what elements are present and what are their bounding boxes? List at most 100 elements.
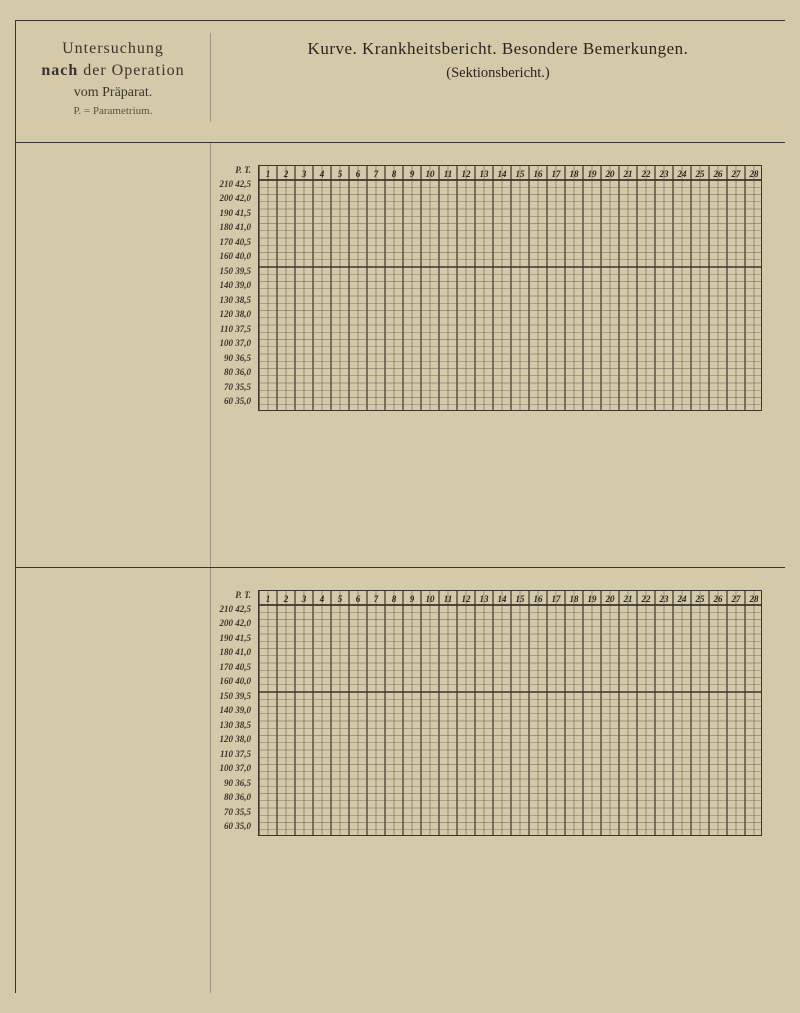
svg-text:1: 1 xyxy=(266,594,271,604)
svg-text:11: 11 xyxy=(444,169,453,179)
svg-text:12: 12 xyxy=(462,594,472,604)
title-line1: Untersuchung xyxy=(62,40,164,57)
chart-container-1: 1234567891011121314151617181920212223242… xyxy=(258,165,775,411)
svg-text:19: 19 xyxy=(588,594,598,604)
y-axis-row: 210 42,5 xyxy=(213,177,255,192)
svg-text:24: 24 xyxy=(677,594,688,604)
y-axis-row: 180 41,0 xyxy=(213,645,255,660)
svg-text:8: 8 xyxy=(392,594,397,604)
y-axis-row: 150 39,5 xyxy=(213,689,255,704)
svg-text:26: 26 xyxy=(713,594,724,604)
svg-text:3: 3 xyxy=(301,594,307,604)
svg-text:15: 15 xyxy=(516,169,526,179)
y-axis-header: P. T. xyxy=(213,163,255,177)
y-axis-row: 70 35,5 xyxy=(213,805,255,820)
chart-container-2: 1234567891011121314151617181920212223242… xyxy=(258,590,775,836)
header-section: Untersuchung nach der Operation vom Präp… xyxy=(16,33,785,143)
svg-text:16: 16 xyxy=(534,169,544,179)
svg-text:25: 25 xyxy=(695,169,706,179)
svg-text:21: 21 xyxy=(623,169,633,179)
y-axis-row: 60 35,0 xyxy=(213,819,255,834)
y-axis-row: 60 35,0 xyxy=(213,394,255,409)
y-axis-row: 140 39,0 xyxy=(213,278,255,293)
svg-text:7: 7 xyxy=(374,594,379,604)
svg-text:5: 5 xyxy=(338,594,343,604)
y-axis-row: 170 40,5 xyxy=(213,235,255,250)
chart-grid-1: 1234567891011121314151617181920212223242… xyxy=(258,165,762,411)
y-axis-labels-1: P. T.210 42,5200 42,0190 41,5180 41,0170… xyxy=(213,163,255,409)
svg-text:14: 14 xyxy=(498,594,508,604)
svg-text:8: 8 xyxy=(392,169,397,179)
svg-text:21: 21 xyxy=(623,594,633,604)
y-axis-row: 160 40,0 xyxy=(213,674,255,689)
y-axis-row: 180 41,0 xyxy=(213,220,255,235)
y-axis-row: 160 40,0 xyxy=(213,249,255,264)
y-axis-labels-2: P. T.210 42,5200 42,0190 41,5180 41,0170… xyxy=(213,588,255,834)
y-axis-row: 120 38,0 xyxy=(213,732,255,747)
svg-text:3: 3 xyxy=(301,169,307,179)
svg-text:5: 5 xyxy=(338,169,343,179)
y-axis-row: 80 36,0 xyxy=(213,365,255,380)
y-axis-row: 190 41,5 xyxy=(213,206,255,221)
y-axis-row: 200 42,0 xyxy=(213,191,255,206)
svg-text:25: 25 xyxy=(695,594,706,604)
y-axis-row: 100 37,0 xyxy=(213,761,255,776)
svg-text:7: 7 xyxy=(374,169,379,179)
svg-text:13: 13 xyxy=(480,169,490,179)
svg-text:10: 10 xyxy=(426,594,436,604)
y-axis-row: 90 36,5 xyxy=(213,351,255,366)
svg-text:23: 23 xyxy=(659,594,670,604)
title-line2: der Operation xyxy=(78,62,184,79)
svg-text:13: 13 xyxy=(480,594,490,604)
y-axis-row: 120 38,0 xyxy=(213,307,255,322)
chart-section-2: 1234567891011121314151617181920212223242… xyxy=(16,568,785,993)
svg-text:20: 20 xyxy=(605,594,616,604)
y-axis-row: 80 36,0 xyxy=(213,790,255,805)
svg-text:18: 18 xyxy=(570,169,580,179)
y-axis-row: 170 40,5 xyxy=(213,660,255,675)
chart-section-1: 1234567891011121314151617181920212223242… xyxy=(16,143,785,568)
y-axis-row: 190 41,5 xyxy=(213,631,255,646)
y-axis-row: 150 39,5 xyxy=(213,264,255,279)
y-axis-row: 200 42,0 xyxy=(213,616,255,631)
svg-text:18: 18 xyxy=(570,594,580,604)
svg-text:22: 22 xyxy=(641,169,652,179)
svg-text:23: 23 xyxy=(659,169,670,179)
svg-text:9: 9 xyxy=(410,169,415,179)
title-line3: vom Präparat. xyxy=(28,85,198,101)
chart-left-spacer-2 xyxy=(16,568,211,993)
page-border: Untersuchung nach der Operation vom Präp… xyxy=(15,20,785,993)
y-axis-row: 130 38,5 xyxy=(213,718,255,733)
svg-text:1: 1 xyxy=(266,169,271,179)
svg-text:4: 4 xyxy=(319,169,325,179)
chart-area-2: 1234567891011121314151617181920212223242… xyxy=(211,568,785,993)
svg-text:2: 2 xyxy=(283,169,289,179)
svg-text:28: 28 xyxy=(749,169,760,179)
svg-text:24: 24 xyxy=(677,169,688,179)
chart-grid-2: 1234567891011121314151617181920212223242… xyxy=(258,590,762,836)
page-background: Untersuchung nach der Operation vom Präp… xyxy=(0,0,800,1013)
left-header-title: Untersuchung nach der Operation xyxy=(28,38,198,83)
y-axis-row: 140 39,0 xyxy=(213,703,255,718)
chart-area-1: 1234567891011121314151617181920212223242… xyxy=(211,143,785,567)
svg-text:12: 12 xyxy=(462,169,472,179)
svg-text:27: 27 xyxy=(731,169,742,179)
svg-text:9: 9 xyxy=(410,594,415,604)
right-subtitle: (Sektionsbericht.) xyxy=(231,65,765,82)
y-axis-row: 110 37,5 xyxy=(213,747,255,762)
svg-text:28: 28 xyxy=(749,594,760,604)
y-axis-row: 130 38,5 xyxy=(213,293,255,308)
y-axis-header: P. T. xyxy=(213,588,255,602)
svg-text:20: 20 xyxy=(605,169,616,179)
y-axis-row: 100 37,0 xyxy=(213,336,255,351)
svg-text:27: 27 xyxy=(731,594,742,604)
left-header: Untersuchung nach der Operation vom Präp… xyxy=(16,33,211,122)
svg-text:11: 11 xyxy=(444,594,453,604)
title-line4: P. = Parametrium. xyxy=(28,105,198,117)
svg-text:19: 19 xyxy=(588,169,598,179)
svg-text:10: 10 xyxy=(426,169,436,179)
svg-text:22: 22 xyxy=(641,594,652,604)
y-axis-row: 110 37,5 xyxy=(213,322,255,337)
svg-text:2: 2 xyxy=(283,594,289,604)
title-line2-bold: nach xyxy=(41,62,78,79)
